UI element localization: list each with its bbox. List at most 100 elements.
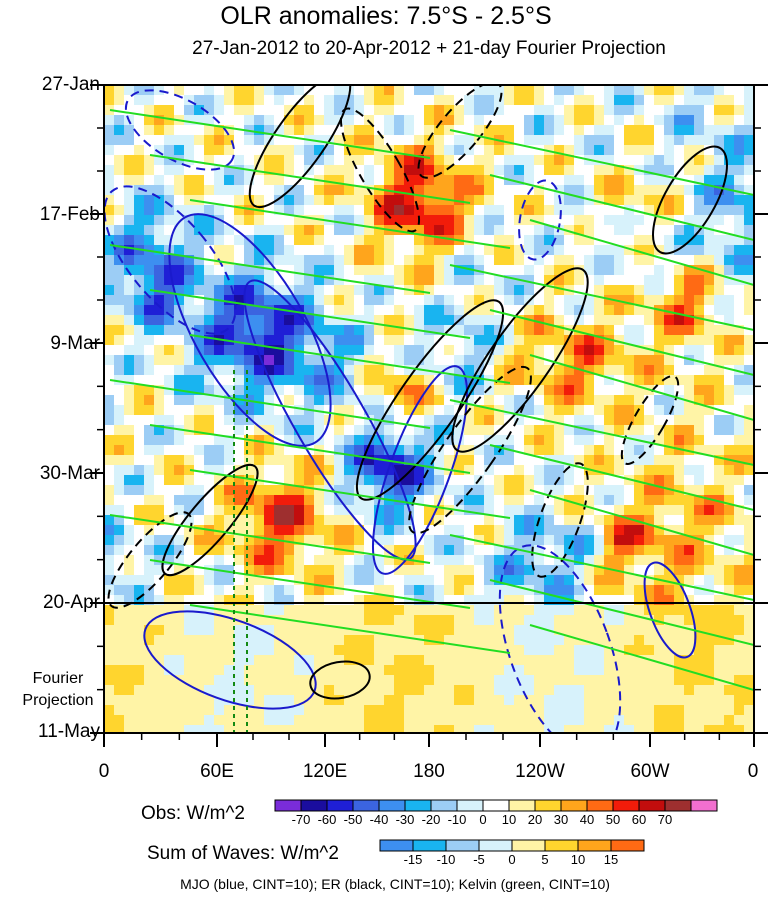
kelvin-contour xyxy=(149,424,471,474)
field-cell xyxy=(194,625,205,636)
field-cell xyxy=(674,85,685,96)
field-cell xyxy=(414,285,425,296)
field-cell xyxy=(484,585,495,596)
field-cell xyxy=(304,205,315,216)
field-cell xyxy=(534,315,545,326)
field-cell xyxy=(304,415,315,426)
field-cell xyxy=(114,415,125,426)
field-cell xyxy=(384,275,395,286)
field-cell xyxy=(224,235,235,246)
field-cell xyxy=(284,565,295,576)
field-cell xyxy=(344,645,355,656)
field-cell xyxy=(744,665,754,676)
field-cell xyxy=(444,165,455,176)
field-cell xyxy=(144,325,155,336)
field-cell xyxy=(604,565,615,576)
field-cell xyxy=(154,335,165,346)
field-cell xyxy=(334,435,345,446)
field-cell xyxy=(284,225,295,236)
field-cell xyxy=(284,445,295,456)
field-cell xyxy=(564,625,575,636)
field-cell xyxy=(484,325,495,336)
field-cell xyxy=(524,595,535,606)
field-cell xyxy=(574,545,585,556)
field-cell xyxy=(664,145,675,156)
field-cell xyxy=(524,575,535,586)
field-cell xyxy=(354,375,365,386)
field-cell xyxy=(684,135,695,146)
field-cell xyxy=(214,265,225,276)
field-cell xyxy=(614,485,625,496)
field-cell xyxy=(414,485,425,496)
field-cell xyxy=(514,595,525,606)
field-cell xyxy=(104,185,115,196)
field-cell xyxy=(214,275,225,286)
field-cell xyxy=(574,655,585,666)
field-cell xyxy=(174,525,185,536)
field-cell xyxy=(654,615,665,626)
field-cell xyxy=(204,385,215,396)
field-cell xyxy=(304,685,315,696)
field-cell xyxy=(694,215,705,226)
field-cell xyxy=(114,305,125,316)
field-cell xyxy=(514,665,525,676)
field-cell xyxy=(594,125,605,136)
field-cell xyxy=(244,305,255,316)
field-cell xyxy=(684,205,695,216)
field-cell xyxy=(664,595,675,606)
field-cell xyxy=(304,495,315,506)
field-cell xyxy=(144,705,155,716)
field-cell xyxy=(334,595,345,606)
field-cell xyxy=(504,555,515,566)
field-cell xyxy=(274,335,285,346)
field-cell xyxy=(354,725,365,733)
field-cell xyxy=(564,215,575,226)
field-cell xyxy=(374,645,385,656)
field-cell xyxy=(614,505,625,516)
field-cell xyxy=(334,485,345,496)
field-cell xyxy=(464,575,475,586)
field-cell xyxy=(304,175,315,186)
field-cell xyxy=(544,575,555,586)
field-cell xyxy=(274,525,285,536)
field-cell xyxy=(514,445,525,456)
field-cell xyxy=(584,555,595,566)
field-cell xyxy=(424,175,435,186)
field-cell xyxy=(264,105,275,116)
field-cell xyxy=(614,135,625,146)
field-cell xyxy=(614,305,625,316)
field-cell xyxy=(614,195,625,206)
field-cell xyxy=(244,675,255,686)
field-cell xyxy=(164,455,175,466)
field-cell xyxy=(484,235,495,246)
field-cell xyxy=(144,315,155,326)
field-cell xyxy=(534,645,545,656)
field-cell xyxy=(134,185,145,196)
field-cell xyxy=(364,695,375,706)
field-cell xyxy=(184,575,195,586)
field-cell xyxy=(494,635,505,646)
field-cell xyxy=(484,705,495,716)
field-cell xyxy=(474,545,485,556)
field-cell xyxy=(354,475,365,486)
field-cell xyxy=(694,155,705,166)
field-cell xyxy=(674,225,685,236)
field-cell xyxy=(264,705,275,716)
field-cell xyxy=(214,185,225,196)
field-cell xyxy=(644,515,655,526)
field-cell xyxy=(104,645,115,656)
field-cell xyxy=(694,655,705,666)
field-cell xyxy=(504,595,515,606)
field-cell xyxy=(744,645,754,656)
field-cell xyxy=(714,545,725,556)
field-cell xyxy=(264,85,275,96)
waves-colorbar-title: Sum of Waves: W/m^2 xyxy=(147,843,339,864)
field-cell xyxy=(364,665,375,676)
field-cell xyxy=(414,295,425,306)
field-cell xyxy=(534,245,545,256)
field-cell xyxy=(304,605,315,616)
field-cell xyxy=(504,705,515,716)
field-cell xyxy=(394,485,405,496)
field-cell xyxy=(494,365,505,376)
field-cell xyxy=(394,685,405,696)
